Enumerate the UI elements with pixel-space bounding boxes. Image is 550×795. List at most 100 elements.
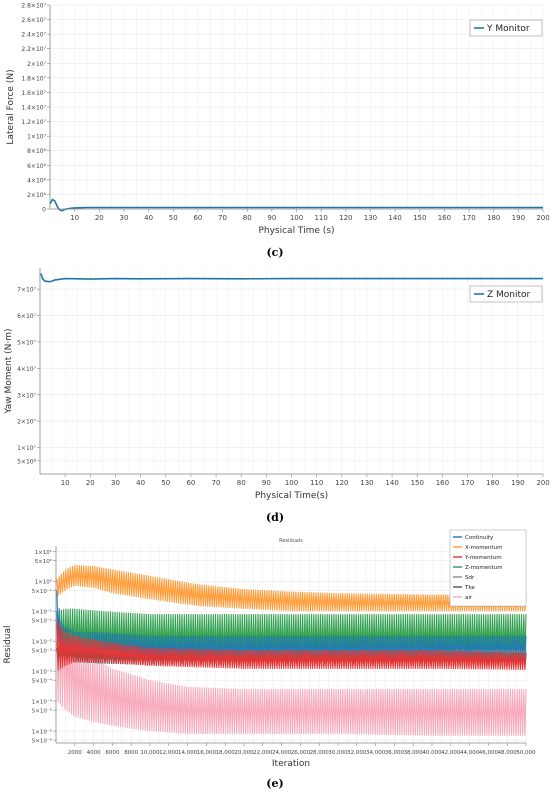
panel-d-x-tick-label: 50 [161,479,170,487]
panel-e-series-band [56,608,527,657]
panel-e-x-tick-label: 16,000 [197,750,217,756]
panel-c-legend-label: Y Monitor [486,24,530,34]
panel-c-y-tick-label: 1.6×10⁷ [21,90,46,97]
panel-d-legend-label: Z Monitor [487,290,531,300]
panel-d-y-tick-label: 2×10⁷ [17,419,36,426]
panel-e-y-tick-label: 5×10⁻¹ [32,588,52,595]
panel-e-x-tick-label: 38,000 [404,750,424,756]
panel-c-y-tick-label: 1.2×10⁷ [21,119,46,126]
panel-d-grid [39,268,544,474]
panel-c-legend-box [469,19,543,37]
panel-e-x-tick-label: 22,000 [253,750,273,756]
panel-c-legend: Y Monitor [469,19,543,37]
panel-c-x-tick-label: 80 [243,214,252,222]
panel-d-series-line [39,273,543,283]
panel-e-x-tick-label: 44,000 [460,750,480,756]
panel-e-legend-label: Z-momentum [465,565,503,571]
panel-c-x-tick-label: 30 [119,214,128,222]
panel-e-y-tick-label: 5×10⁻² [32,618,52,625]
panel-e-caption: (e) [266,777,283,790]
panel-d-caption: (d) [266,511,284,524]
panel-d-x-tick-label: 30 [111,479,120,487]
panel-c-axes: 10 20 30 40 50 60 70 80 90 100 110 120 130 140 150 160 1… [21,3,549,223]
panel-c-x-tick-label: 150 [413,214,426,222]
panel-d-x-tick-label: 70 [212,479,221,487]
panel-d-x-tick-label: 160 [436,479,449,487]
panel-e-y-tick-label: 1×10⁻¹ [32,609,52,616]
panel-e-y-tick-label: 1×10⁻² [32,639,52,646]
panel-e-y-tick-label: 5×10⁻⁴ [32,678,53,685]
panel-c-ylabel: Lateral Force (N) [6,69,16,144]
panel-c-y-tick-label: 8×10⁶ [27,148,46,155]
panel-c-x-tick-label: 180 [487,214,500,222]
panel-e-x-tick-label: 14,000 [178,750,198,756]
panel-e-y-tick-label: 1×10¹ [35,549,52,556]
panel-e-x-tick-label: 50,000 [516,750,536,756]
panel-e-y-tick-label: 1×10⁰ [35,579,53,586]
panel-e-y-tick-label: 5×10⁰ [35,558,53,565]
panel-e-legend: Continuity X-momentum Y-momentum Z-momentum… [449,529,527,607]
panel-c-x-tick-label: 160 [438,214,451,222]
panel-c-x-tick-label: 60 [193,214,202,222]
panel-c-y-tick-label: 2×10⁷ [27,61,46,68]
panel-e-x-tick-label: 18,000 [216,750,236,756]
panel-d-plot-area [39,273,543,283]
panel-c-y-tick-label: 0 [42,207,46,214]
panel-c-y-tick-label: 2.6×10⁷ [21,17,46,24]
panel-d-x-tick-label: 120 [335,479,348,487]
panel-c-x-tick-label: 70 [218,214,227,222]
panel-c-x-tick-label: 10 [70,214,79,222]
panel-e-x-tick-label: 32,000 [347,750,367,756]
panel-c-x-tick-label: 200 [536,214,549,222]
panel-d-y-tick-label: 4×10⁷ [17,366,36,373]
panel-e-x-tick-label: 40,000 [422,750,442,756]
panel-c-x-tick-label: 130 [364,214,377,222]
panel-e-x-tick-label: 6000 [105,750,119,756]
panel-e-x-tick-label: 20,000 [234,750,254,756]
panel-e-ylabel: Residual [3,625,13,663]
panel-c-x-tick-label: 170 [462,214,475,222]
panel-d-x-tick-label: 190 [511,479,524,487]
panel-e-x-tick-label: 28,000 [310,750,330,756]
panel-c-x-tick-label: 20 [95,214,104,222]
panel-e-y-tick-label: 5×10⁻⁵ [32,708,52,715]
panel-e-series-band [56,614,527,736]
panel-c-grid [49,4,544,210]
panel-c-y-tick-label: 6×10⁶ [27,163,46,170]
panel-c-x-tick-label: 190 [512,214,525,222]
panel-e-x-tick-label: 12,000 [159,750,179,756]
panel-d-x-tick-label: 90 [262,479,271,487]
panel-c-x-tick-label: 120 [339,214,352,222]
panel-e-legend-label: X-momentum [465,545,502,551]
panel-c-caption: (c) [266,246,283,259]
panel-d-x-tick-label: 60 [186,479,195,487]
panel-e-xlabel: Iteration [272,759,310,769]
panel-e-x-tick-label: 36,000 [385,750,405,756]
panel-e-x-tick-label: 2000 [68,750,82,756]
panel-e-y-tick-label: 1×10⁻⁵ [32,729,52,736]
panel-e-legend-label: air [465,595,473,601]
panel-c-lateral-force: 10 20 30 40 50 60 70 80 90 100 110 120 130 140 150 160 1… [6,3,550,260]
panel-c-y-tick-label: 2.4×10⁷ [21,32,46,39]
panel-d-y-tick-label: 5×10⁶ [17,458,36,465]
panel-e-x-tick-label: 42,000 [441,750,461,756]
panel-d-x-tick-label: 100 [285,479,298,487]
panel-e-y-tick-label: 5×10⁻³ [32,648,52,655]
panel-c-plot-area [49,198,543,212]
panel-d-x-tick-label: 130 [360,479,373,487]
panel-d-y-tick-label: 1×10⁷ [17,445,36,452]
panel-c-y-tick-label: 1.8×10⁷ [21,75,46,82]
panel-d-x-tick-label: 180 [486,479,499,487]
panel-d-y-tick-label: 6×10⁷ [17,313,36,320]
panel-c-x-tick-label: 100 [290,214,303,222]
panel-d-x-tick-label: 200 [536,479,549,487]
panel-d-x-tick-label: 170 [461,479,474,487]
panel-d-yaw-moment: 10 20 30 40 50 60 70 80 90 100 110 120 130 140 150 160 1… [4,268,550,524]
panel-e-legend-box [449,529,527,607]
panel-e-x-tick-label: 10,000 [140,750,160,756]
panel-e-series-band [56,590,527,663]
panel-d-y-tick-label: 3×10⁷ [17,392,36,399]
panel-e-x-tick-label: 34,000 [366,750,386,756]
panel-e-legend-label: Y-momentum [464,555,502,561]
